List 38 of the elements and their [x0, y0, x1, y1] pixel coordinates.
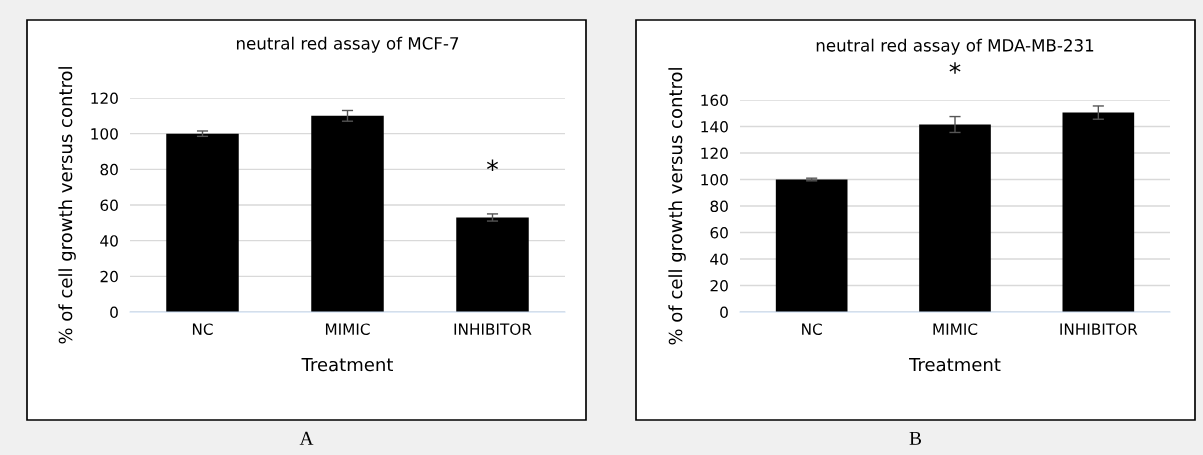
- x-tick-label: MIMIC: [933, 323, 978, 335]
- annotation: *: [949, 62, 961, 74]
- chart-title: neutral red assay of MCF-7: [236, 36, 459, 53]
- y-tick-label: 0: [720, 306, 728, 319]
- text: A: [299, 431, 314, 445]
- y-tick-label: 60: [100, 199, 118, 212]
- y-axis-title: % of cell growth versus control: [668, 68, 686, 345]
- bar: [775, 179, 848, 312]
- x-tick-label: NC: [192, 323, 213, 335]
- y-axis-title: % of cell growth versus control: [58, 67, 76, 344]
- y-tick-label: 60: [710, 226, 728, 239]
- y-tick-label: 120: [91, 92, 118, 105]
- y-tick-label: 40: [100, 235, 118, 247]
- x-axis-title: Treatment: [301, 357, 393, 372]
- y-tick-label: 20: [100, 270, 118, 283]
- bar: [166, 133, 239, 312]
- y-tick-label: 120: [701, 147, 728, 160]
- y-tick-label: 140: [701, 120, 728, 133]
- y-tick-label: 20: [710, 279, 728, 292]
- y-tick-label: 100: [701, 173, 728, 186]
- text: B: [909, 431, 922, 445]
- y-tick-label: 160: [701, 94, 728, 107]
- bar: [311, 115, 384, 312]
- x-tick-label: NC: [802, 323, 822, 335]
- y-tick-label: 80: [710, 200, 728, 213]
- x-tick-label: MIMIC: [325, 323, 370, 335]
- x-tick-label: INHIBITOR: [1060, 323, 1138, 335]
- y-tick-label: 100: [91, 128, 118, 140]
- x-axis-title: Treatment: [909, 357, 1001, 372]
- annotation: *: [487, 159, 498, 172]
- bar: [919, 124, 991, 312]
- bar: [456, 217, 529, 312]
- y-tick-label: 0: [110, 306, 118, 319]
- y-tick-label: 40: [710, 253, 728, 266]
- bar: [1062, 112, 1135, 312]
- chart-title: neutral red assay of MDA-MB-231: [816, 38, 1094, 55]
- x-tick-label: INHIBITOR: [454, 323, 532, 335]
- y-tick-label: 80: [100, 163, 118, 176]
